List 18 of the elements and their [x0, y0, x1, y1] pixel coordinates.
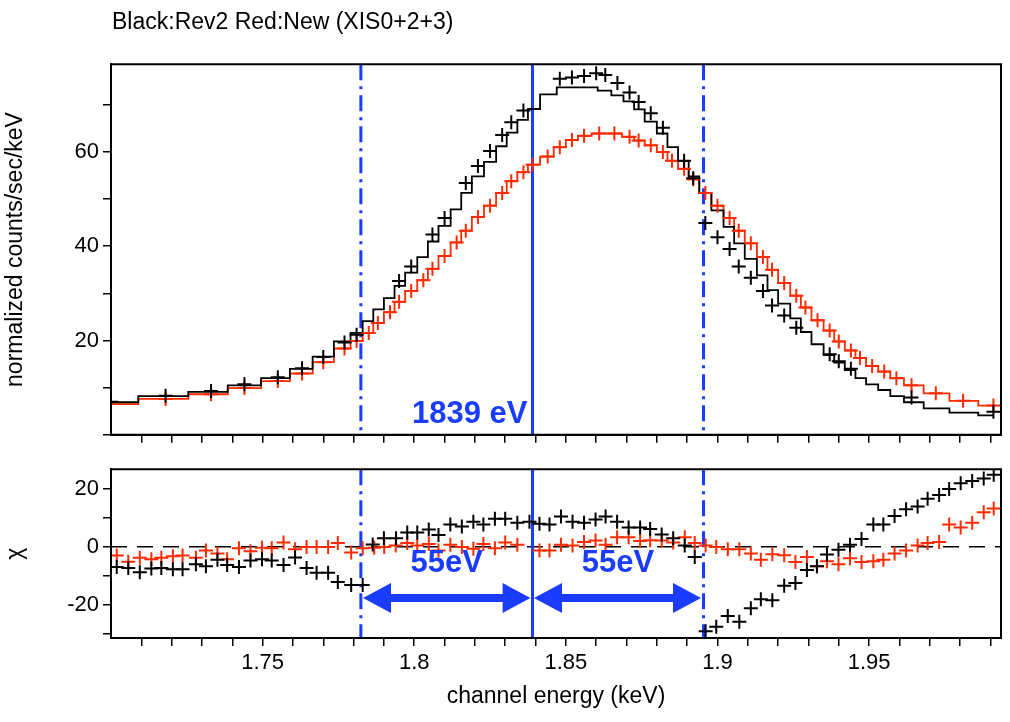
y-tick-label: 0	[86, 532, 99, 558]
x-axis-title: channel energy (keV)	[446, 681, 666, 708]
x-tick-label: 1.8	[398, 649, 430, 675]
y-axis-title: χ	[1, 547, 28, 560]
x-tick-label: 1.9	[702, 649, 733, 675]
annotation: 55eV	[581, 544, 655, 580]
y-tick-label: 20	[74, 326, 99, 352]
y-tick-label: 20	[74, 475, 99, 501]
annotation: 55eV	[410, 544, 484, 580]
chart-title: Black:Rev2 Red:New (XIS0+2+3)	[112, 8, 454, 35]
x-tick-label: 1.75	[241, 649, 285, 675]
x-tick-label: 1.85	[544, 649, 588, 675]
y-tick-label: 40	[74, 232, 99, 258]
x-tick-label: 1.95	[847, 649, 891, 675]
y-tick-label: 60	[74, 137, 99, 163]
annotation: 1839 eV	[412, 395, 528, 431]
y-tick-label: -20	[67, 590, 99, 616]
y-axis-title: normalized counts/sec/keV	[1, 111, 28, 387]
